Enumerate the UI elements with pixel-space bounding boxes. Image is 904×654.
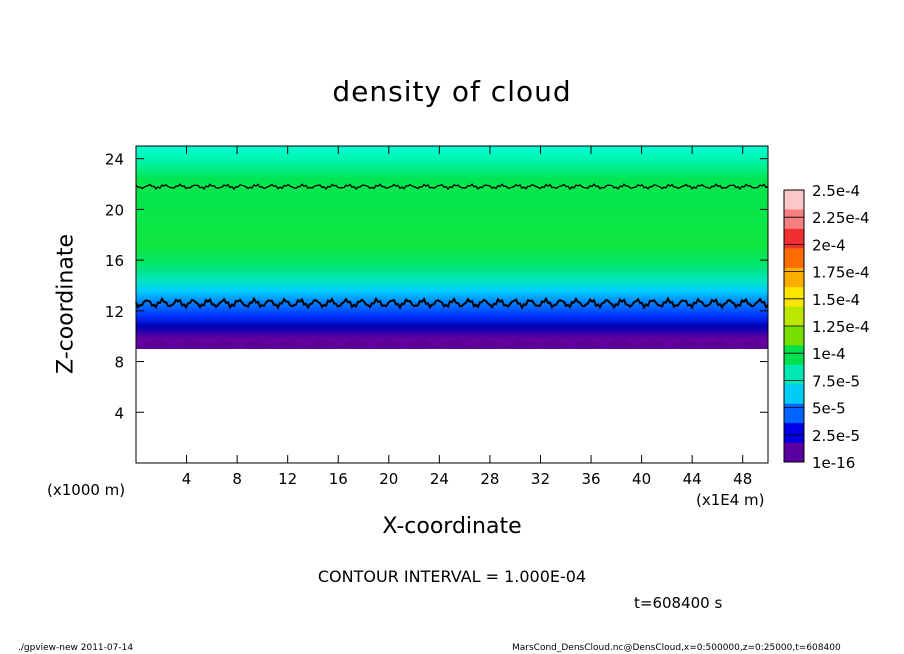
y-tick-label: 24 — [105, 151, 124, 169]
colorbar-band — [784, 306, 804, 327]
colorbar-label: 2.25e-4 — [812, 209, 870, 227]
footer-left: ./gpview-new 2011-07-14 — [18, 643, 134, 653]
x-unit-label: (x1E4 m) — [696, 491, 765, 509]
cloud-base-band — [136, 336, 768, 349]
cloud-field — [136, 146, 768, 349]
colorbar-label: 7.5e-5 — [812, 372, 860, 390]
x-tick-label: 48 — [733, 470, 752, 488]
x-tick-label: 24 — [430, 470, 449, 488]
colorbar-band — [784, 267, 804, 288]
colorbar-label: 1.75e-4 — [812, 264, 870, 282]
colorbar-label: 2e-4 — [812, 236, 846, 254]
contour-line — [135, 296, 769, 310]
contour-line — [135, 183, 769, 191]
y-tick-label: 8 — [114, 354, 124, 372]
y-unit-label: (x1000 m) — [47, 481, 126, 499]
colorbar-band — [784, 209, 804, 230]
x-tick-label: 20 — [379, 470, 398, 488]
y-tick-label: 4 — [114, 404, 124, 422]
colorbar-label: 1.25e-4 — [812, 318, 870, 336]
colorbar-band — [784, 190, 804, 210]
colorbar-label: 1e-4 — [812, 345, 846, 363]
y-tick-label: 12 — [105, 303, 124, 321]
colorbar-label: 1.5e-4 — [812, 291, 860, 309]
colorbar-band — [784, 345, 804, 366]
footer-right: MarsCond_DensCloud.nc@DensCloud,x=0:5000… — [512, 643, 841, 653]
colorbar-band — [784, 442, 804, 463]
contour-interval: CONTOUR INTERVAL = 1.000E-04 — [317, 567, 587, 586]
colorbar-band — [784, 403, 804, 424]
colorbar-label: 5e-5 — [812, 400, 846, 418]
y-tick-label: 16 — [105, 252, 124, 270]
colorbar-label: 2.5e-4 — [812, 182, 860, 200]
colorbar-band — [784, 228, 804, 249]
colorbar-band — [784, 384, 804, 405]
colorbar-band — [784, 287, 804, 308]
x-tick-label: 28 — [480, 470, 499, 488]
y-tick-label: 20 — [105, 201, 124, 219]
y-axis-label-wrap: Z-coordinate — [54, 234, 106, 374]
x-tick-label: 40 — [632, 470, 651, 488]
chart-title: density of cloud — [332, 75, 572, 108]
x-axis-label: X-coordinate — [382, 514, 522, 539]
colorbar-band — [784, 364, 804, 385]
x-tick-label: 8 — [232, 470, 242, 488]
colorbar-band — [784, 248, 804, 269]
colorbar-band — [784, 326, 804, 346]
x-tick-label: 4 — [182, 470, 192, 488]
x-tick-label: 44 — [683, 470, 702, 488]
x-tick-label: 32 — [531, 470, 550, 488]
x-tick-label: 36 — [581, 470, 600, 488]
x-tick-label: 12 — [278, 470, 297, 488]
colorbar-label: 1e-16 — [812, 454, 855, 472]
colorbar: 2.5e-4 2.25e-4 2e-4 1.75e-4 1.5e-4 1.25e-4 1e-… — [783, 182, 870, 472]
x-tick-label: 16 — [329, 470, 348, 488]
y-axis-label: Z-coordinate — [53, 234, 79, 374]
plot-frame — [135, 145, 769, 464]
time-label: t=608400 s — [634, 594, 723, 612]
colorbar-label: 2.5e-5 — [812, 427, 860, 445]
colorbar-band — [784, 423, 804, 444]
